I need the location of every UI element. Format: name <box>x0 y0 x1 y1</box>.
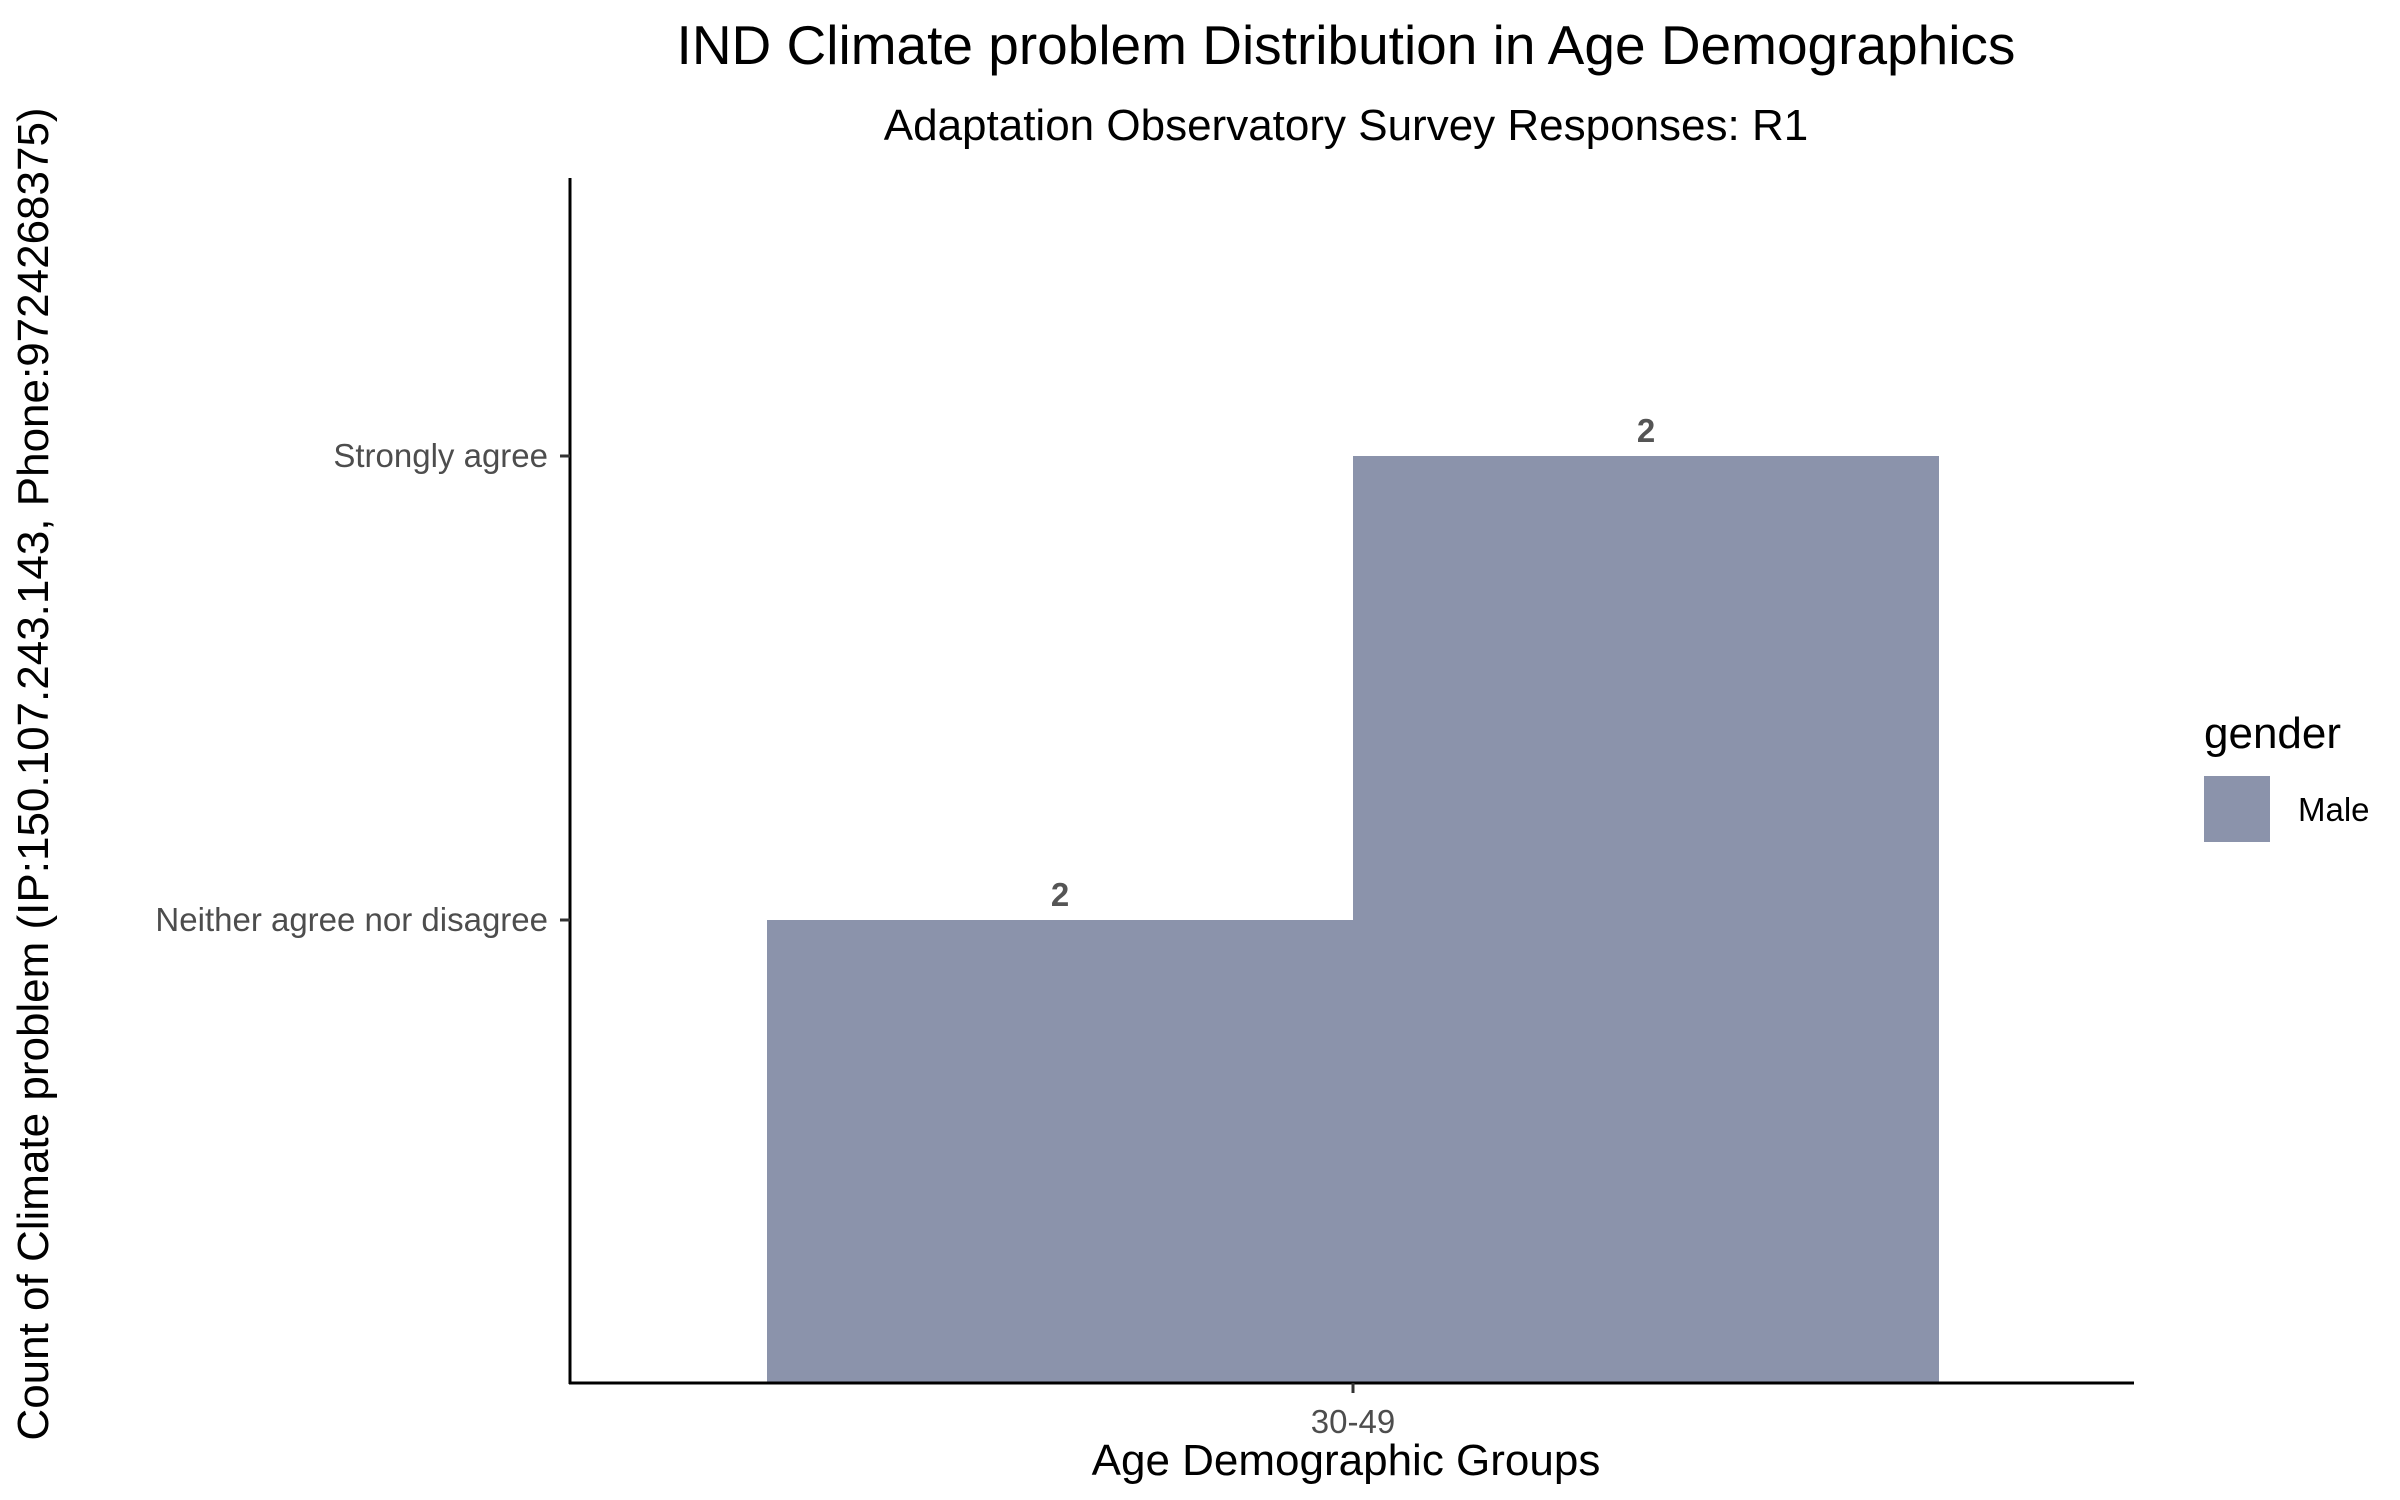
x-axis-title: Age Demographic Groups <box>1092 1436 1601 1485</box>
legend-title: gender <box>2204 709 2341 758</box>
y-tick-label: Neither agree nor disagree <box>155 901 548 938</box>
y-axis-title: Count of Climate problem (IP:150.107.243… <box>9 107 58 1440</box>
bar-value-label: 2 <box>1637 412 1655 449</box>
chart-subtitle: Adaptation Observatory Survey Responses:… <box>884 101 1808 150</box>
x-tick-label: 30-49 <box>1311 1403 1395 1440</box>
legend: gender Male <box>2204 709 2370 842</box>
bar <box>767 920 1353 1383</box>
plot-area: 2 2 Neither agree nor disagree Strongly agr… <box>155 178 2134 1440</box>
bar <box>1353 456 1939 1383</box>
bar-value-label: 2 <box>1051 876 1069 913</box>
y-tick-label: Strongly agree <box>333 437 548 474</box>
chart-title: IND Climate problem Distribution in Age … <box>677 14 2016 76</box>
legend-swatch <box>2204 776 2270 842</box>
legend-label: Male <box>2298 791 2370 828</box>
